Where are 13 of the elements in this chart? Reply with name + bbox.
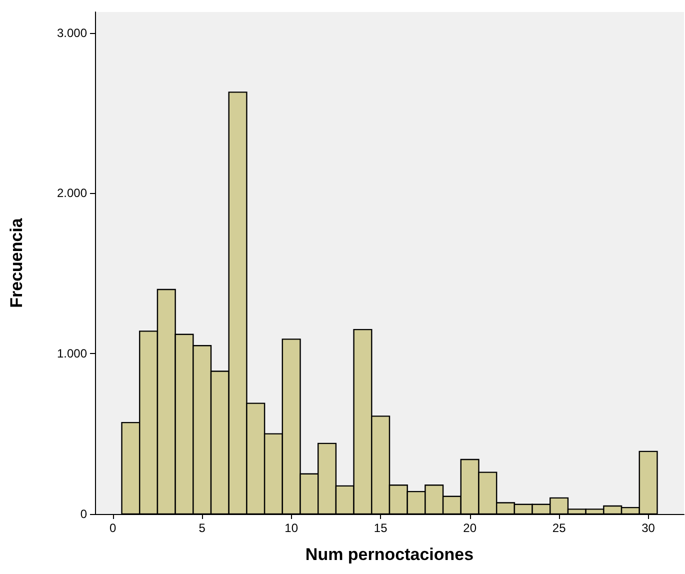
x-axis-title: Num pernoctaciones	[305, 545, 474, 564]
x-tick-label: 20	[463, 521, 477, 535]
y-tick-label: 3.000	[56, 26, 88, 40]
y-axis-title: Frecuencia	[7, 218, 26, 308]
x-tick-label: 15	[374, 521, 388, 535]
x-tick-label: 0	[110, 521, 117, 535]
y-tick-label: 1.000	[56, 346, 88, 361]
y-tick-label: 0	[80, 507, 88, 521]
y-tick-label: 2.000	[56, 186, 88, 200]
x-tick-label: 25	[552, 521, 566, 535]
x-tick-label: 5	[198, 521, 206, 535]
x-tick-label: 30	[642, 521, 656, 535]
x-tick-label: 10	[284, 521, 298, 535]
